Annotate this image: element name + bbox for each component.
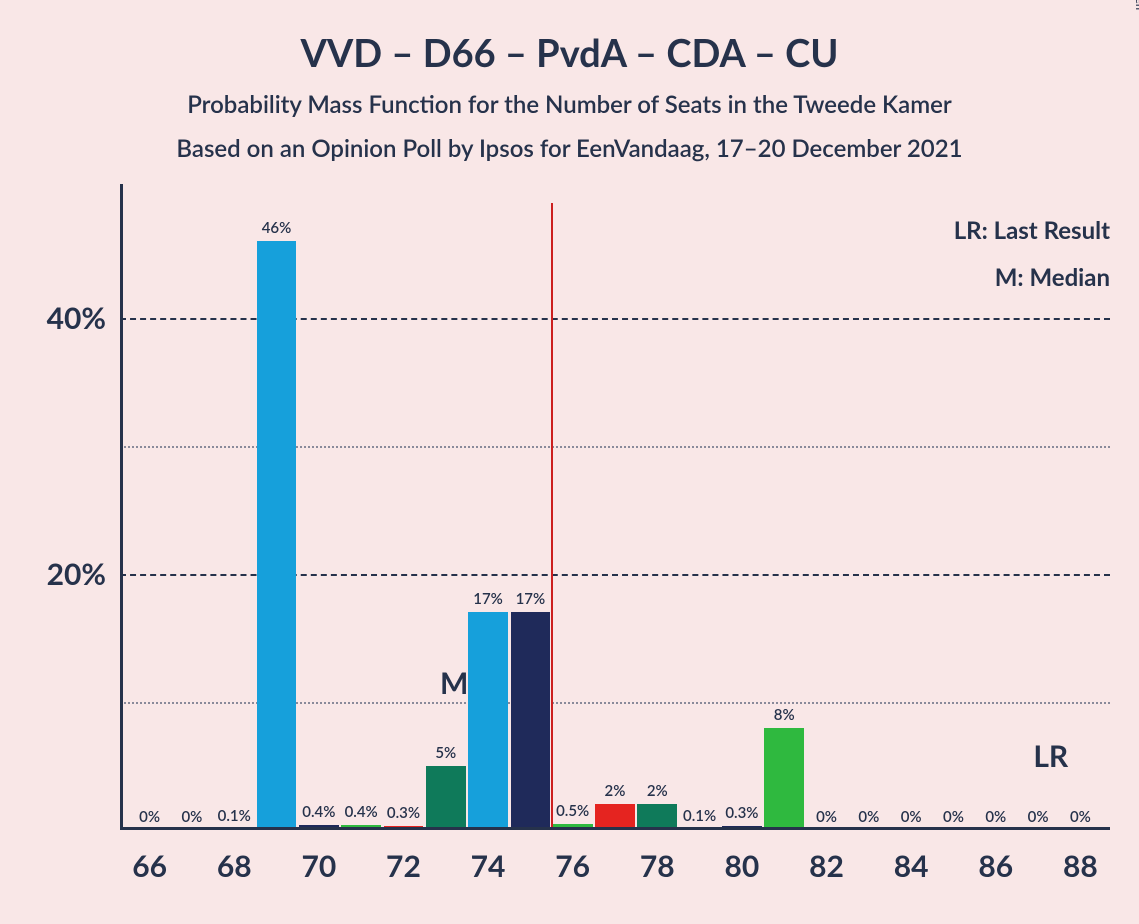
last-result-annotation: LR xyxy=(1033,738,1068,774)
x-tick-label: 78 xyxy=(640,830,675,884)
x-tick-label: 72 xyxy=(386,830,421,884)
bar: 5% xyxy=(426,766,466,830)
chart-subtitle-2: Based on an Opinion Poll by Ipsos for Ee… xyxy=(0,134,1139,163)
y-axis xyxy=(120,184,123,830)
x-axis xyxy=(120,827,1110,830)
x-tick-label: 74 xyxy=(471,830,506,884)
x-tick-label: 88 xyxy=(1063,830,1098,884)
legend: LR: Last Result M: Median xyxy=(954,216,1110,292)
chart-subtitle-1: Probability Mass Function for the Number… xyxy=(0,90,1139,119)
x-tick-label: 68 xyxy=(217,830,252,884)
x-tick-label: 82 xyxy=(809,830,844,884)
x-tick-label: 86 xyxy=(978,830,1013,884)
y-tick-label: 40% xyxy=(47,300,120,336)
legend-item: LR: Last Result xyxy=(954,216,1110,245)
bar-value-label: 17% xyxy=(473,590,503,612)
bar: 17% xyxy=(511,612,551,830)
median-annotation: M xyxy=(440,665,468,701)
x-tick-label: 76 xyxy=(555,830,590,884)
bar-value-label: 17% xyxy=(516,590,546,612)
bar-value-label: 0.4% xyxy=(345,803,378,825)
legend-item: M: Median xyxy=(954,263,1110,292)
bar-value-label: 2% xyxy=(605,782,626,804)
bar: 17% xyxy=(468,612,508,830)
x-tick-label: 70 xyxy=(301,830,336,884)
bar-value-label: 0.5% xyxy=(556,802,589,824)
bar-value-label: 0.3% xyxy=(725,804,758,826)
bar-value-label: 0.4% xyxy=(302,803,335,825)
chart-title: VVD – D66 – PvdA – CDA – CU xyxy=(0,30,1139,76)
x-tick-label: 80 xyxy=(725,830,760,884)
bar-value-label: 0.1% xyxy=(218,807,251,829)
x-tick-label: 66 xyxy=(132,830,167,884)
bar-value-label: 46% xyxy=(262,219,292,241)
bar: 46% xyxy=(257,241,297,830)
bar-value-label: 0.1% xyxy=(683,807,716,829)
bar-value-label: 0.3% xyxy=(387,804,420,826)
majority-threshold-line xyxy=(551,203,553,830)
y-tick-label: 20% xyxy=(47,556,120,592)
chart-plot-area: 20%40%0%0%0.1%46%0.4%0.4%0.3%5%17%17%0.5… xyxy=(120,190,1110,830)
bar-value-label: 5% xyxy=(435,744,456,766)
x-tick-label: 84 xyxy=(894,830,929,884)
bar: 8% xyxy=(764,728,804,830)
copyright-text: © 2021 Filip van Laenen xyxy=(1133,0,1139,10)
bar-value-label: 8% xyxy=(774,706,795,728)
bar-value-label: 2% xyxy=(647,782,668,804)
